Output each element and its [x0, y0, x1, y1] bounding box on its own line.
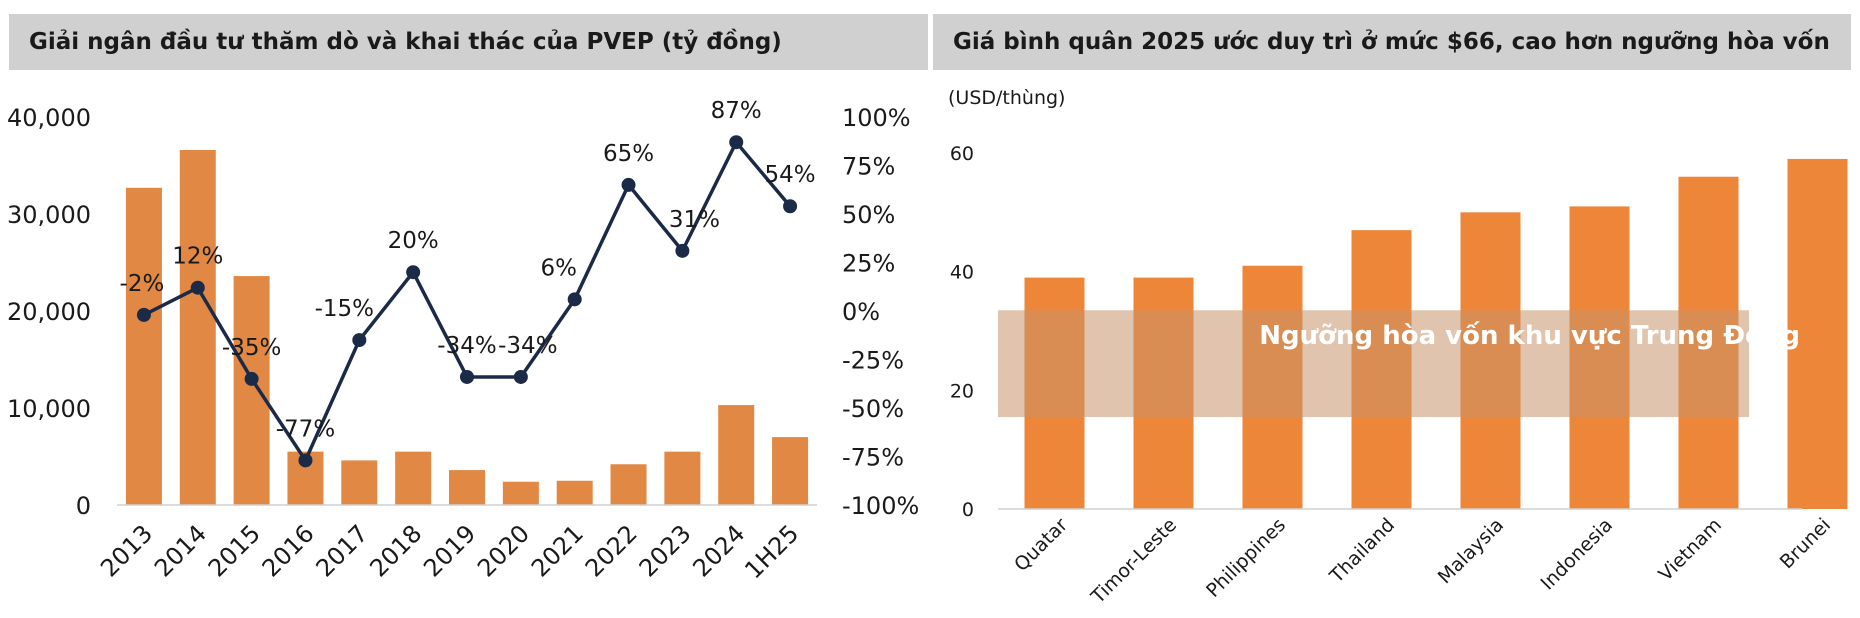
growth-data-label: 54%	[765, 162, 816, 188]
growth-point	[460, 369, 474, 384]
investment-bar	[502, 481, 539, 505]
pvep-investment-chart: 0 10,000 20,000 30,000 40,000 -100% -75% -50% -2…	[7, 98, 919, 584]
growth-point	[675, 243, 690, 258]
right-chart-y-tick: 60	[950, 143, 974, 165]
right-chart-y-tick: 0	[962, 499, 974, 521]
growth-data-label: 12%	[172, 244, 223, 270]
right-x-tick: Timor-Leste	[1086, 514, 1181, 609]
left-x-tick: 2018	[364, 519, 427, 582]
growth-point	[783, 199, 798, 214]
right-y-tick: 0%	[842, 298, 880, 326]
breakeven-band-label: Ngưỡng hòa vốn khu vực Trung Đông	[1259, 320, 1800, 351]
right-y-tick: 75%	[842, 153, 895, 181]
right-y-tick: -100%	[842, 492, 919, 520]
left-chart-title: Giải ngân đầu tư thăm dò và khai thác củ…	[29, 29, 782, 55]
right-y-tick: 100%	[842, 104, 911, 132]
left-y-tick: 0	[76, 492, 91, 520]
right-chart-y-tick: 20	[950, 380, 974, 402]
investment-bar	[664, 451, 701, 505]
right-x-tick: Vietnam	[1654, 514, 1726, 586]
left-x-tick: 2022	[580, 519, 643, 582]
growth-data-label: -34%	[437, 333, 496, 359]
investment-bar	[179, 149, 216, 506]
investment-bar	[233, 276, 270, 505]
growth-point	[298, 453, 313, 468]
left-x-tick: 2020	[472, 519, 535, 582]
right-x-tick: Malaysia	[1434, 514, 1508, 588]
growth-data-label: -34%	[498, 333, 557, 359]
left-panel-header: Giải ngân đầu tư thăm dò và khai thác củ…	[9, 14, 928, 70]
right-y-tick: -50%	[842, 395, 904, 423]
right-y-tick: -25%	[842, 347, 904, 375]
growth-point	[136, 307, 151, 322]
growth-point	[352, 333, 367, 348]
right-y-tick: 25%	[842, 250, 895, 278]
growth-data-label: 87%	[711, 98, 762, 124]
left-y-tick: 10,000	[7, 395, 91, 423]
right-x-tick: Thailand	[1325, 514, 1399, 588]
growth-point	[190, 280, 205, 295]
growth-point	[567, 292, 582, 307]
left-x-tick: 2016	[257, 519, 320, 582]
left-x-tick: 2017	[311, 519, 374, 582]
left-x-tick: 2013	[95, 519, 158, 582]
investment-bar	[341, 460, 378, 505]
right-y-tick: -75%	[842, 444, 904, 472]
left-x-tick: 1H25	[739, 519, 804, 584]
growth-data-label: 31%	[669, 207, 720, 233]
left-y-tick: 30,000	[7, 201, 91, 229]
investment-bar	[395, 451, 432, 505]
growth-point	[244, 371, 259, 386]
investment-bar	[125, 187, 162, 505]
price-bar	[1787, 158, 1848, 509]
right-x-tick: Indonesia	[1537, 514, 1618, 595]
growth-point	[513, 369, 528, 384]
right-panel-header: Giá bình quân 2025 ước duy trì ở mức $66…	[933, 14, 1851, 70]
growth-data-label: -35%	[222, 335, 281, 361]
growth-data-label: -15%	[315, 296, 374, 322]
left-x-tick: 2014	[149, 519, 212, 582]
left-y-tick: 40,000	[7, 104, 91, 132]
growth-data-label: -2%	[120, 271, 165, 297]
growth-data-label: 20%	[388, 228, 439, 254]
right-x-tick: Brunei	[1776, 514, 1835, 573]
growth-data-label: -77%	[276, 416, 335, 442]
left-x-tick: 2021	[526, 519, 589, 582]
growth-point	[621, 177, 636, 192]
y-axis-unit-label: (USD/thùng)	[948, 87, 1065, 109]
investment-bar	[610, 464, 647, 505]
right-x-tick: Philippines	[1202, 514, 1290, 602]
left-x-tick: 2024	[687, 519, 750, 582]
growth-data-label: 65%	[603, 141, 654, 167]
breakeven-band	[998, 310, 1749, 418]
investment-bar	[718, 405, 755, 505]
growth-data-label: 6%	[540, 255, 577, 281]
right-chart-y-tick: 40	[950, 262, 974, 284]
breakeven-price-chart: (USD/thùng) 0 20 40 60 Ngưỡng hòa vốn khu vực…	[948, 87, 1848, 609]
growth-point	[729, 135, 744, 150]
left-x-tick: 2019	[418, 519, 481, 582]
left-x-tick: 2015	[203, 519, 266, 582]
investment-bar	[556, 480, 593, 505]
right-y-tick: 50%	[842, 201, 895, 229]
right-x-tick: Quatar	[1010, 514, 1072, 576]
left-y-tick: 20,000	[7, 298, 91, 326]
right-chart-title: Giá bình quân 2025 ước duy trì ở mức $66…	[953, 29, 1830, 55]
left-x-tick: 2023	[634, 519, 697, 582]
investment-bar	[772, 437, 809, 505]
growth-point	[406, 265, 421, 280]
investment-bar	[449, 470, 485, 505]
